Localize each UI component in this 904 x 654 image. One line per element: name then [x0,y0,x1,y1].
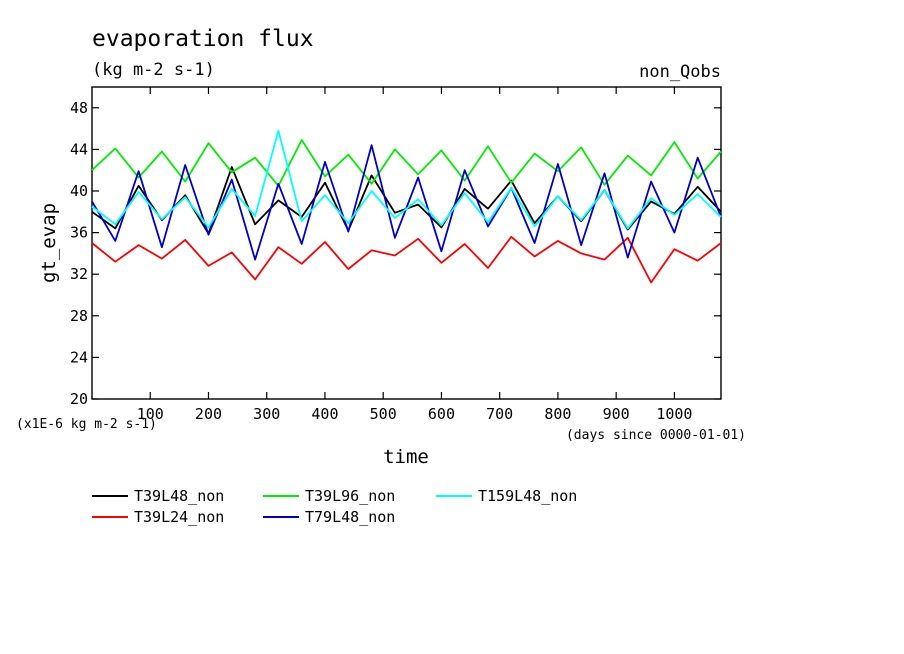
y-tick-label-6: 44 [70,140,88,158]
chart-title: evaporation flux [92,26,314,52]
x-axis-label: time [383,446,429,468]
y-tick-label-2: 28 [70,307,88,325]
plot-frame [91,86,722,400]
plot-area: 20 24 28 32 36 40 44 48 100 200 300 400 500 600 700 800… [70,86,722,423]
legend-label-4: T159L48_non [478,487,577,505]
tick-layer: 20 24 28 32 36 40 44 48 100 200 300 400 500 600 700 800… [70,87,721,423]
legend-label-2: T39L96_non [305,487,395,505]
series-layer [91,129,722,284]
legend-label-0: T39L48_non [134,487,224,505]
x-tick-label-1: 200 [195,405,222,423]
y-tick-label-1: 24 [70,348,88,366]
x-tick-label-7: 800 [544,405,571,423]
x-tick-label-0: 100 [137,405,164,423]
legend: T39L48_non T39L24_non T39L96_non T79L48_non… [92,487,577,526]
series-line-2 [91,139,722,187]
x-tick-label-9: 1000 [656,405,692,423]
y-tick-label-0: 20 [70,390,88,408]
x-unit-note: (days since 0000-01-01) [566,428,746,443]
series-line-0 [91,166,722,235]
chart-subtitle: (kg m-2 s-1) [92,60,215,80]
y-tick-label-4: 36 [70,224,88,242]
y-axis-label: gt_evap [38,203,60,283]
experiment-annotation: non_Qobs [639,62,721,82]
x-tick-label-6: 700 [486,405,513,423]
x-tick-label-8: 900 [603,405,630,423]
x-tick-label-4: 500 [370,405,397,423]
y-tick-label-3: 32 [70,265,88,283]
series-line-1 [91,235,722,284]
x-tick-label-3: 400 [311,405,338,423]
y-tick-label-5: 40 [70,182,88,200]
y-tick-label-7: 48 [70,99,88,117]
x-tick-label-2: 300 [253,405,280,423]
legend-label-3: T79L48_non [305,508,395,526]
series-line-4 [91,129,722,230]
legend-label-1: T39L24_non [134,508,224,526]
y-scale-note: (x1E-6 kg m-2 s-1) [16,417,157,432]
x-tick-label-5: 600 [428,405,455,423]
